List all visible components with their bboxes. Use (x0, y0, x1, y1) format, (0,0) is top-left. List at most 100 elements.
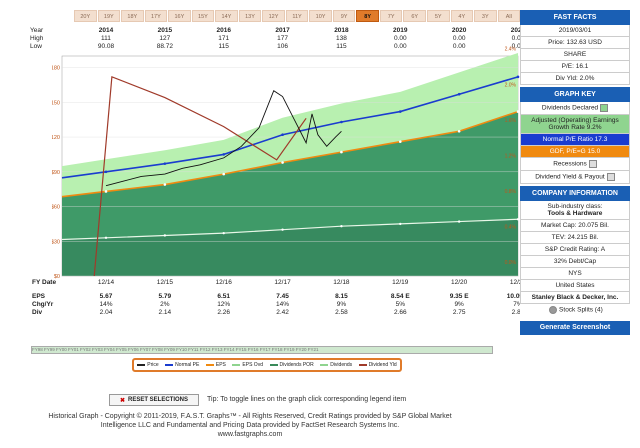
copyright-notice: Historical Graph - Copyright © 2011-2019… (30, 412, 470, 439)
fiscal-year-table: FY Date 12/14 12/15 12/16 12/17 12/18 12/19 12/… (32, 279, 529, 349)
years-cell: 0.00 (393, 35, 407, 42)
fy-cell-chg: 9% (454, 301, 464, 308)
fast-facts-header: FAST FACTS (520, 10, 630, 25)
period-button-13y[interactable]: 13Y (238, 10, 262, 22)
period-button-15y[interactable]: 15Y (191, 10, 215, 22)
facts-div-yield: Div Yld: 2.0% (520, 73, 630, 85)
dividend-point (340, 225, 343, 228)
legend-item-price[interactable]: Price (137, 362, 159, 368)
website-link[interactable]: www.fastgraphs.com (217, 431, 283, 438)
legend-item-dividend-yld[interactable]: Dividend Yld (358, 362, 397, 368)
legend-label: EPS (215, 362, 226, 368)
fy-cell-dates: 12/19 (392, 279, 409, 286)
close-icon: ✖ (119, 397, 125, 404)
y-tick-label-left: $0 (54, 274, 60, 280)
period-button-18y[interactable]: 18Y (121, 10, 144, 22)
market-cap: Market Cap: 20.075 Bil. (520, 220, 630, 232)
y-tick-label-left: $180 (52, 66, 60, 72)
timeline-scrollbar[interactable]: FY98 FY99 FY00 FY01 FY02 FY03 FY04 FY05 … (31, 346, 493, 354)
period-button-7y[interactable]: 7Y (379, 10, 403, 22)
checkbox-icon[interactable] (588, 160, 597, 168)
expand-icon[interactable] (549, 306, 558, 314)
years-cell: 115 (336, 43, 347, 50)
dividend-point (516, 218, 520, 221)
period-button-17y[interactable]: 17Y (144, 10, 168, 22)
key-dividend-yield[interactable]: Dividend Yield & Payout (520, 171, 630, 184)
period-button-19y[interactable]: 19Y (97, 10, 121, 22)
y-tick-label-left: $60 (52, 205, 60, 211)
period-button-6y[interactable]: 6Y (403, 10, 426, 22)
period-button-4y[interactable]: 4Y (450, 10, 474, 22)
fy-cell-dates: 12/16 (215, 279, 232, 286)
chart-panel: 20Y 19Y 18Y 17Y 16Y 15Y 14Y 13Y 12Y 11Y 10Y 9Y 8Y 7Y 6… (26, 0, 529, 448)
fy-cell-eps: 5.79 (158, 293, 172, 300)
fy-cell-eps: 8.54 E (390, 293, 410, 300)
legend-label: Dividend Yld (368, 362, 397, 368)
period-button-3y[interactable]: 3Y (474, 10, 497, 22)
dividend-point (104, 236, 108, 239)
legend-item-dividends[interactable]: Dividends (320, 362, 352, 368)
key-dividends-declared[interactable]: Dividends Declared (520, 102, 630, 115)
fy-row-label: EPS (32, 293, 46, 300)
checkbox-icon[interactable] (606, 173, 615, 181)
exchange: NYS (520, 268, 630, 280)
key-adjusted-earnings[interactable]: Adjusted (Operating) Earnings Growth Rat… (520, 115, 630, 134)
fy-cell-dates: 12/18 (333, 279, 350, 286)
years-cell: 138 (335, 35, 347, 42)
price-chart[interactable]: $0 $30 $60 $90 $120 $150 $180 0.0% 0.4% 0.8% 1.2% 1… (52, 0, 522, 280)
period-button-9y[interactable]: 9Y (332, 10, 356, 22)
period-button-12y[interactable]: 12Y (262, 10, 285, 22)
period-selector: 20Y 19Y 18Y 17Y 16Y 15Y 14Y 13Y 12Y 11Y 10Y 9Y 8Y 7Y 6… (74, 10, 521, 22)
years-cell: 115 (218, 43, 229, 50)
fy-cell-eps: 5.67 (99, 293, 113, 300)
fy-cell-chg: 14% (276, 301, 290, 308)
dividend-area (62, 219, 518, 276)
reset-selections-button[interactable]: ✖ RESET SELECTIONS (109, 394, 199, 406)
period-button-5y[interactable]: 5Y (426, 10, 450, 22)
legend-item-eps-ovd[interactable]: EPS Ovd (232, 362, 263, 368)
legend-item-eps[interactable]: EPS (205, 362, 226, 368)
dividend-yield-line (93, 75, 307, 277)
eps-point (104, 190, 108, 193)
y-tick-label-right: 1.6% (505, 118, 517, 124)
key-normal-pe[interactable]: Normal P/E Ratio 17.3 (520, 134, 630, 146)
key-recessions[interactable]: Recessions (520, 158, 630, 171)
years-row-high: High 111 127 171 177 138 0.00 0.00 0.00 (26, 35, 524, 43)
period-button-16y[interactable]: 16Y (168, 10, 191, 22)
fy-row-label: Chg/Yr (32, 301, 54, 308)
key-gdf[interactable]: GDF, P/E=G 15.0 (520, 146, 630, 158)
legend-item-normal-pe[interactable]: Normal PE (165, 362, 199, 368)
years-cell: 171 (218, 35, 230, 42)
period-button-8y[interactable]: 8Y (356, 10, 379, 22)
copyright-line-1: Historical Graph - Copyright © 2011-2019… (48, 413, 452, 420)
company-name: Stanley Black & Decker, Inc. (520, 292, 630, 304)
fy-cell-eps: 10.05 E (506, 293, 530, 300)
period-button-20y[interactable]: 20Y (74, 10, 97, 22)
eps-point (457, 129, 461, 133)
fy-cell-chg: 12% (217, 301, 231, 308)
y-tick-label-right: 0.0% (505, 260, 517, 266)
period-button-14y[interactable]: 14Y (215, 10, 238, 22)
legend-item-dividends-por[interactable]: Dividends POR (269, 362, 314, 368)
fy-cell-eps: 9.35 E (449, 293, 469, 300)
normal-pe-point (104, 170, 108, 174)
y-tick-label-left: $30 (52, 239, 60, 245)
period-button-all[interactable]: All (497, 10, 521, 22)
legend-swatch (269, 364, 278, 366)
period-button-10y[interactable]: 10Y (309, 10, 332, 22)
years-cell: 2014 (98, 27, 114, 34)
checkbox-icon[interactable] (600, 104, 609, 112)
fy-cell-dates: 12/15 (156, 279, 173, 286)
years-cell: 177 (277, 35, 288, 42)
fy-cell-dates: 12/14 (97, 279, 115, 286)
generate-screenshot-button[interactable]: Generate Screenshot (520, 321, 630, 335)
years-cell: 0.00 (393, 43, 407, 50)
y-tick-label-left: $150 (52, 100, 60, 106)
stock-splits[interactable]: Stock Splits (4) (520, 304, 630, 316)
fy-cell-div: 2.75 (452, 309, 466, 316)
chart-legend: Price Normal PE EPS EPS Ovd Dividends POR Div… (132, 358, 402, 372)
legend-label: Dividends (330, 362, 353, 368)
company-info-header: COMPANY INFORMATION (520, 186, 630, 201)
years-cell: 111 (101, 35, 111, 42)
period-button-11y[interactable]: 11Y (285, 10, 309, 22)
